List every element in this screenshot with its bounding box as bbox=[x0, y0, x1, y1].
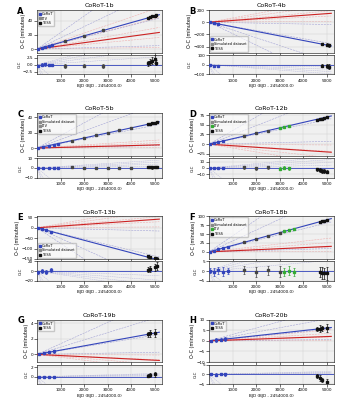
Legend: CoRoT, Simulated dataset, LTV, TESS: CoRoT, Simulated dataset, LTV, TESS bbox=[38, 114, 75, 134]
Legend: CoRoT, Simulated dataset, LTV, TESS: CoRoT, Simulated dataset, LTV, TESS bbox=[210, 217, 248, 237]
X-axis label: BJD (BJD - 2454000.0): BJD (BJD - 2454000.0) bbox=[77, 84, 122, 88]
Text: D: D bbox=[189, 110, 196, 119]
Y-axis label: O-C: O-C bbox=[25, 371, 29, 378]
Text: B: B bbox=[189, 6, 195, 16]
Y-axis label: O-C (minutes): O-C (minutes) bbox=[24, 324, 29, 358]
Y-axis label: O-C: O-C bbox=[193, 268, 197, 275]
Y-axis label: O-C (minutes): O-C (minutes) bbox=[21, 117, 26, 152]
Y-axis label: O-C (minutes): O-C (minutes) bbox=[21, 14, 26, 48]
Title: CoRoT-20b: CoRoT-20b bbox=[254, 313, 288, 318]
Title: CoRoT-4b: CoRoT-4b bbox=[256, 3, 286, 8]
Title: CoRoT-19b: CoRoT-19b bbox=[83, 313, 116, 318]
Title: CoRoT-13b: CoRoT-13b bbox=[83, 210, 116, 214]
Title: CoRoT-18b: CoRoT-18b bbox=[255, 210, 288, 214]
Y-axis label: O-C: O-C bbox=[18, 61, 22, 68]
X-axis label: BJD (BJD - 2454000.0): BJD (BJD - 2454000.0) bbox=[249, 187, 294, 191]
Title: CoRoT-12b: CoRoT-12b bbox=[254, 106, 288, 111]
Y-axis label: O-C (minutes): O-C (minutes) bbox=[191, 220, 196, 255]
Text: E: E bbox=[17, 213, 23, 222]
Y-axis label: O-C: O-C bbox=[19, 164, 23, 172]
Legend: CoRoT, TESS: CoRoT, TESS bbox=[210, 320, 226, 331]
Title: CoRoT-1b: CoRoT-1b bbox=[85, 3, 114, 8]
X-axis label: BJD (BJD - 2454000.0): BJD (BJD - 2454000.0) bbox=[77, 394, 122, 398]
Legend: CoRoT, Simulated dataset, TESS: CoRoT, Simulated dataset, TESS bbox=[210, 36, 248, 52]
Y-axis label: O-C (minutes): O-C (minutes) bbox=[187, 14, 192, 48]
Y-axis label: O-C: O-C bbox=[19, 268, 23, 275]
X-axis label: BJD (BJD - 2454000.0): BJD (BJD - 2454000.0) bbox=[249, 290, 294, 294]
X-axis label: BJD (BJD - 2454000.0): BJD (BJD - 2454000.0) bbox=[77, 290, 122, 294]
Y-axis label: O-C (minutes): O-C (minutes) bbox=[190, 117, 195, 152]
Text: H: H bbox=[189, 316, 196, 325]
Legend: CoRoT, Simulated dataset, TESS: CoRoT, Simulated dataset, TESS bbox=[38, 243, 75, 258]
Y-axis label: O-C: O-C bbox=[191, 164, 195, 172]
Text: G: G bbox=[17, 316, 24, 325]
X-axis label: BJD (BJD - 2454000.0): BJD (BJD - 2454000.0) bbox=[77, 187, 122, 191]
Y-axis label: O-C: O-C bbox=[193, 371, 197, 378]
Y-axis label: O-C: O-C bbox=[188, 61, 192, 68]
Y-axis label: O-C (minutes): O-C (minutes) bbox=[15, 220, 20, 255]
Title: CoRoT-5b: CoRoT-5b bbox=[85, 106, 114, 111]
Legend: CoRoT, TESS: CoRoT, TESS bbox=[38, 320, 55, 331]
Text: A: A bbox=[17, 6, 24, 16]
Text: F: F bbox=[189, 213, 195, 222]
Text: C: C bbox=[17, 110, 23, 119]
Legend: CoRoT, LTV, TESS: CoRoT, LTV, TESS bbox=[38, 11, 55, 26]
Y-axis label: O-C (minutes): O-C (minutes) bbox=[190, 324, 195, 358]
X-axis label: BJD (BJD - 2454000.0): BJD (BJD - 2454000.0) bbox=[249, 84, 294, 88]
Legend: CoRoT, Simulated dataset, LTV, TESS: CoRoT, Simulated dataset, LTV, TESS bbox=[210, 114, 248, 134]
X-axis label: BJD (BJD - 2454000.0): BJD (BJD - 2454000.0) bbox=[249, 394, 294, 398]
